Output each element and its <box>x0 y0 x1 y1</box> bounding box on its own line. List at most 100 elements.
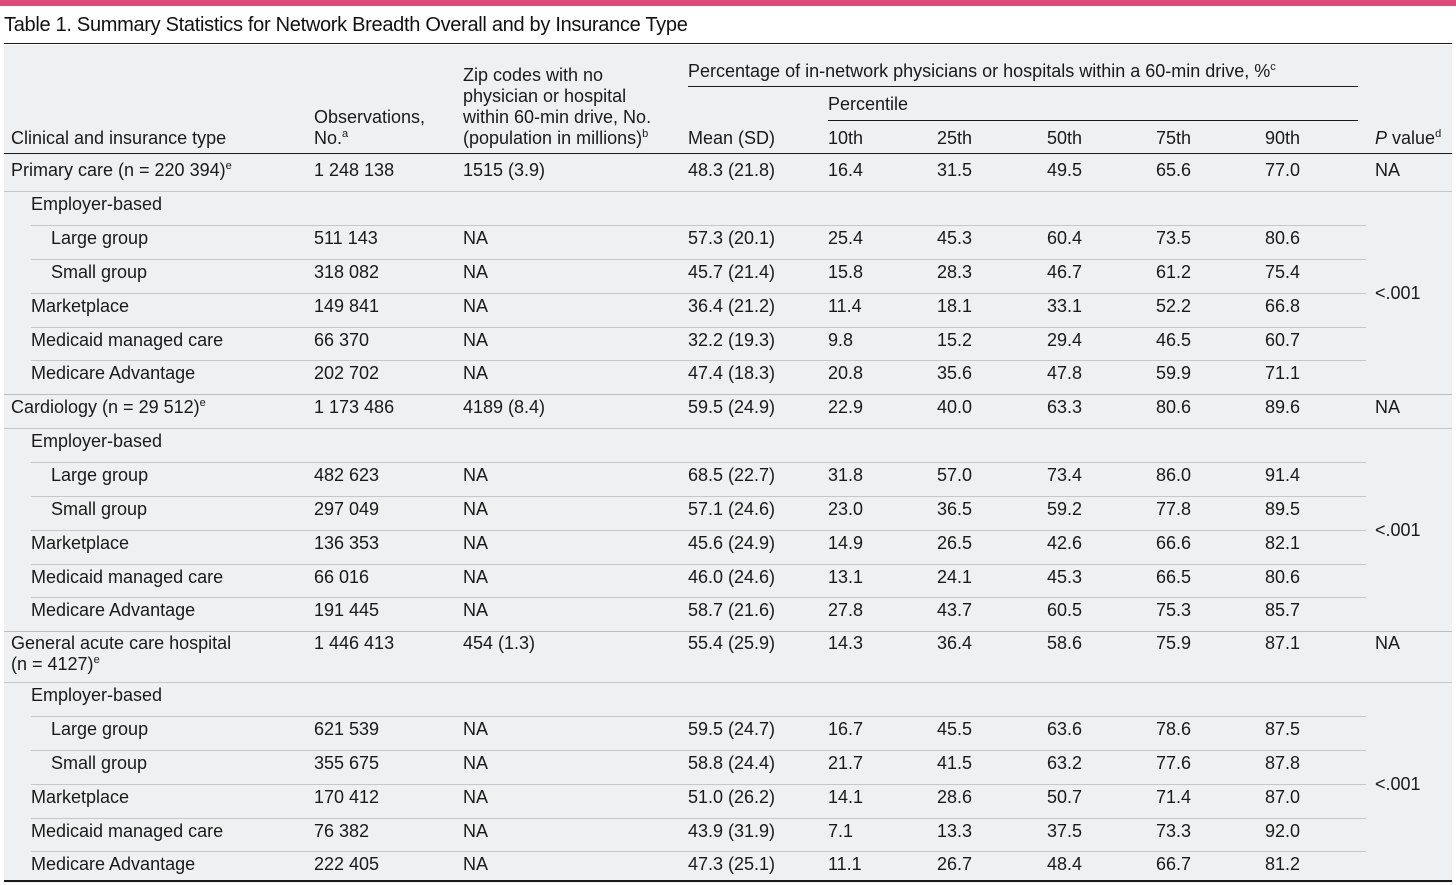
subgroup-p50: 60.4 <box>1047 227 1083 248</box>
header-p50: 50th <box>1047 128 1083 148</box>
subgroup-mean-sd: 43.9 (31.9) <box>688 820 776 841</box>
employer-based-label: Employer-based <box>31 684 163 705</box>
subgroup-p90: 91.4 <box>1265 464 1301 485</box>
subgroup-p50: 33.1 <box>1047 295 1083 316</box>
subgroup-p25: 45.3 <box>937 227 973 248</box>
subgroup-p50: 29.4 <box>1047 329 1083 350</box>
subgroup-mean-sd: 47.4 (18.3) <box>688 363 776 384</box>
subgroup-p75: 75.3 <box>1156 600 1192 621</box>
subgroup-zip-codes: NA <box>463 600 489 621</box>
section-observations: 1 446 413 <box>314 633 395 653</box>
subgroup-p75: 46.5 <box>1156 329 1192 350</box>
subgroup-label: Medicare Advantage <box>31 854 196 875</box>
subgroup-zip-codes: NA <box>463 566 489 587</box>
subgroup-pvalue: <.001 <box>1375 519 1421 540</box>
subgroup-label: Medicare Advantage <box>31 600 196 621</box>
section-pvalue: NA <box>1375 633 1401 653</box>
section-pvalue: NA <box>1375 397 1401 417</box>
subgroup-p90: 66.8 <box>1265 295 1301 316</box>
subgroup-p90: 80.6 <box>1265 227 1301 248</box>
subgroup-label: Medicaid managed care <box>31 820 224 841</box>
section-label-line2: (n = 4127)e <box>11 654 100 674</box>
subgroup-label: Large group <box>51 227 149 248</box>
subgroup-zip-codes: NA <box>463 295 489 316</box>
row-divider <box>31 224 1366 226</box>
subgroup-mean-sd: 58.8 (24.4) <box>688 752 776 773</box>
subgroup-observations: 297 049 <box>314 498 380 519</box>
subgroup-p50: 37.5 <box>1047 820 1083 841</box>
subgroup-p10: 7.1 <box>828 820 854 841</box>
row-divider <box>31 783 1366 785</box>
subgroup-p75: 73.5 <box>1156 227 1192 248</box>
subgroup-p90: 60.7 <box>1265 329 1301 350</box>
section-pvalue: NA <box>1375 160 1401 180</box>
row-divider <box>31 495 1366 497</box>
subgroup-p10: 9.8 <box>828 329 854 350</box>
subgroup-p75: 52.2 <box>1156 295 1192 316</box>
subgroup-mean-sd: 51.0 (26.2) <box>688 786 776 807</box>
subgroup-p10: 20.8 <box>828 363 864 384</box>
subgroup-p90: 80.6 <box>1265 566 1301 587</box>
header-p90: 90th <box>1265 128 1301 148</box>
subgroup-observations: 191 445 <box>314 600 380 621</box>
subgroup-observations: 482 623 <box>314 464 380 485</box>
table-bottom-rule <box>4 880 1452 882</box>
subgroup-observations: 202 702 <box>314 363 380 384</box>
subgroup-observations: 149 841 <box>314 295 380 316</box>
row-divider <box>31 326 1366 328</box>
percentage-group-rule <box>688 86 1358 87</box>
table-title: Table 1. Summary Statistics for Network … <box>4 14 688 36</box>
subgroup-p10: 21.7 <box>828 752 864 773</box>
subgroup-label: Large group <box>51 464 149 485</box>
footnote-e: e <box>225 160 232 172</box>
subgroup-p75: 73.3 <box>1156 820 1192 841</box>
subgroup-p75: 78.6 <box>1156 718 1192 739</box>
row-divider <box>4 190 1452 192</box>
section-zip-codes: 454 (1.3) <box>463 633 536 653</box>
subgroup-p10: 25.4 <box>828 227 864 248</box>
subgroup-label: Small group <box>51 261 148 282</box>
subgroup-label: Medicaid managed care <box>31 329 224 350</box>
row-divider <box>4 427 1452 429</box>
section-p75: 75.9 <box>1156 633 1192 653</box>
footnote-b: b <box>642 128 649 140</box>
subgroup-p50: 50.7 <box>1047 786 1083 807</box>
section-p25: 31.5 <box>937 160 973 180</box>
row-divider <box>31 817 1366 819</box>
subgroup-observations: 318 082 <box>314 261 380 282</box>
subgroup-mean-sd: 68.5 (22.7) <box>688 464 776 485</box>
subgroup-p10: 16.7 <box>828 718 864 739</box>
row-divider <box>31 461 1366 463</box>
subgroup-p25: 26.5 <box>937 532 973 553</box>
row-divider <box>31 851 1366 853</box>
footnote-c: c <box>1270 61 1276 73</box>
subgroup-p10: 14.1 <box>828 786 864 807</box>
subgroup-zip-codes: NA <box>463 363 489 384</box>
footnote-e: e <box>199 397 206 409</box>
section-p10: 14.3 <box>828 633 864 653</box>
subgroup-observations: 66 016 <box>314 566 370 587</box>
section-label: General acute care hospital <box>11 633 232 653</box>
subgroup-p90: 87.0 <box>1265 786 1301 807</box>
subgroup-p90: 92.0 <box>1265 820 1301 841</box>
section-p75: 80.6 <box>1156 397 1192 417</box>
subgroup-pvalue: <.001 <box>1375 773 1421 794</box>
row-divider <box>31 529 1366 531</box>
subgroup-observations: 511 143 <box>314 227 378 248</box>
header-p25: 25th <box>937 128 973 148</box>
subgroup-p10: 11.4 <box>828 295 862 316</box>
section-p50: 49.5 <box>1047 160 1083 180</box>
section-p25: 36.4 <box>937 633 973 653</box>
subgroup-label: Medicaid managed care <box>31 566 224 587</box>
subgroup-label: Small group <box>51 498 148 519</box>
subgroup-p90: 82.1 <box>1265 532 1301 553</box>
subgroup-zip-codes: NA <box>463 718 489 739</box>
subgroup-p25: 28.6 <box>937 786 973 807</box>
subgroup-mean-sd: 45.6 (24.9) <box>688 532 776 553</box>
section-p90: 89.6 <box>1265 397 1301 417</box>
subgroup-p25: 41.5 <box>937 752 973 773</box>
subgroup-p90: 75.4 <box>1265 261 1301 282</box>
row-divider <box>31 563 1366 565</box>
subgroup-p90: 87.8 <box>1265 752 1301 773</box>
section-mean-sd: 55.4 (25.9) <box>688 633 776 653</box>
